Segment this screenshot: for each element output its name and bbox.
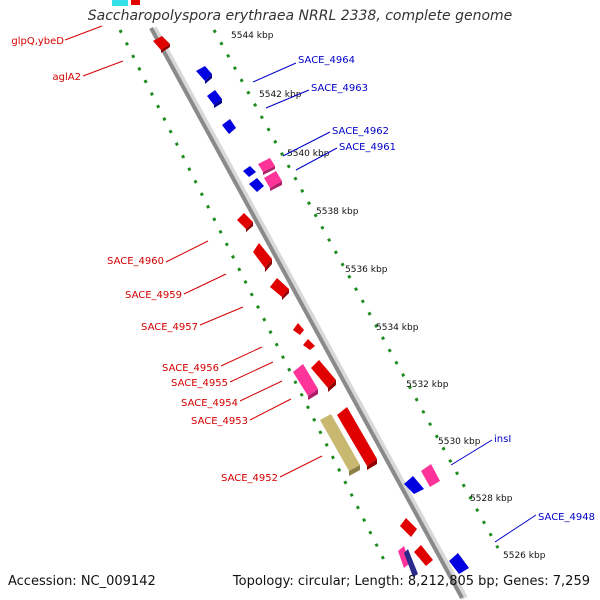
- tick-label: 5532 kbp: [406, 380, 449, 390]
- genome-backbone: [149, 27, 464, 599]
- tick-label: 5530 kbp: [438, 437, 481, 447]
- callout-line: [229, 361, 274, 383]
- callout-line: [199, 306, 244, 326]
- callout-line: [183, 273, 227, 295]
- callout-line: [450, 439, 493, 466]
- gene-feature-SACE_4957[interactable]: [270, 278, 289, 300]
- tick-label: 5526 kbp: [503, 551, 546, 561]
- gene-label-SACE_4956[interactable]: SACE_4956: [162, 363, 219, 374]
- gene-label-insI[interactable]: insI: [494, 434, 511, 445]
- gene-label-SACE_4963[interactable]: SACE_4963: [311, 83, 368, 94]
- tick-label: 5544 kbp: [231, 31, 274, 41]
- gene-feature-navy-lower[interactable]: [404, 549, 418, 577]
- genome-backbone-shadow: [151, 26, 468, 600]
- gene-feature-blue-insI[interactable]: [404, 476, 424, 494]
- gene-label-SACE_4964[interactable]: SACE_4964: [298, 55, 355, 66]
- gene-feature-SACE_4959[interactable]: [253, 243, 272, 272]
- callout-line: [64, 25, 103, 41]
- gene-label-SACE_4961[interactable]: SACE_4961: [339, 142, 396, 153]
- tick-label: 5538 kbp: [316, 207, 359, 217]
- gene-feature-blue-4948[interactable]: [449, 553, 469, 574]
- callout-line: [220, 346, 263, 367]
- callout-line: [295, 147, 338, 171]
- callout-line: [82, 60, 124, 77]
- tick-label: 5528 kbp: [470, 494, 513, 504]
- gene-feature-SACE_4955[interactable]: [303, 339, 315, 350]
- gene-label-SACE_4952[interactable]: SACE_4952: [221, 473, 278, 484]
- gene-feature-SACE_4964[interactable]: [196, 66, 212, 84]
- gene-feature-SACE_4963[interactable]: [207, 90, 222, 108]
- inner-tick-track: [118, 29, 390, 569]
- tick-label: 5540 kbp: [287, 149, 330, 159]
- outer-tick-track: [212, 29, 500, 549]
- tick-label: 5542 kbp: [259, 90, 302, 100]
- gene-feature-cyan[interactable]: [112, 0, 128, 6]
- callout-line: [265, 89, 310, 109]
- tick-label: 5534 kbp: [376, 323, 419, 333]
- gene-feature-blue-4961a[interactable]: [243, 166, 256, 177]
- map-title: Saccharopolyspora erythraea NRRL 2338, c…: [87, 8, 513, 24]
- gene-feature-pink-insI[interactable]: [421, 464, 440, 487]
- gene-feature-SACE_4962[interactable]: [222, 119, 236, 134]
- gene-feature-SACE_4954[interactable]: [311, 360, 336, 392]
- gene-label-SACE_4960[interactable]: SACE_4960: [107, 256, 164, 267]
- gene-label-SACE_4948[interactable]: SACE_4948: [538, 512, 595, 523]
- gene-label-glpQ[interactable]: glpQ,ybeD: [11, 36, 64, 47]
- gene-label-aglA2[interactable]: aglA2: [53, 72, 81, 83]
- gene-feature-pink-4961[interactable]: [258, 158, 282, 191]
- gene-feature-blue-4961b[interactable]: [249, 178, 264, 192]
- gene-feature-SACE_4960[interactable]: [237, 213, 253, 232]
- gene-feature-glpQ[interactable]: [131, 0, 140, 5]
- gene-feature-red-lower-2[interactable]: [414, 545, 433, 566]
- callout-line: [279, 455, 323, 478]
- gene-label-SACE_4962[interactable]: SACE_4962: [332, 126, 389, 137]
- gene-label-SACE_4957[interactable]: SACE_4957: [141, 322, 198, 333]
- callout-line: [165, 240, 209, 263]
- gene-feature-SACE_4952-rna[interactable]: [320, 414, 360, 476]
- callout-line: [494, 514, 537, 543]
- gene-label-SACE_4953[interactable]: SACE_4953: [191, 416, 248, 427]
- gene-feature-red-lower-1[interactable]: [400, 518, 417, 537]
- gene-feature-SACE_4952[interactable]: [337, 407, 377, 470]
- gene-label-SACE_4959[interactable]: SACE_4959: [125, 290, 182, 301]
- accession-text: Accession: NC_009142: [8, 574, 156, 589]
- gene-label-SACE_4955[interactable]: SACE_4955: [171, 378, 228, 389]
- gene-feature-pink-4953[interactable]: [293, 364, 318, 400]
- gene-feature-aglA2[interactable]: [153, 36, 170, 53]
- gene-label-SACE_4954[interactable]: SACE_4954: [181, 398, 238, 409]
- callout-line: [239, 380, 283, 402]
- callout-line: [282, 131, 331, 157]
- gene-feature-pink-lower[interactable]: [398, 546, 410, 568]
- gene-feature-SACE_4956[interactable]: [293, 323, 304, 335]
- tick-label: 5536 kbp: [345, 265, 388, 275]
- genome-summary-text: Topology: circular; Length: 8,212,805 bp…: [232, 574, 590, 589]
- callout-line: [249, 398, 292, 421]
- callout-line: [252, 62, 297, 83]
